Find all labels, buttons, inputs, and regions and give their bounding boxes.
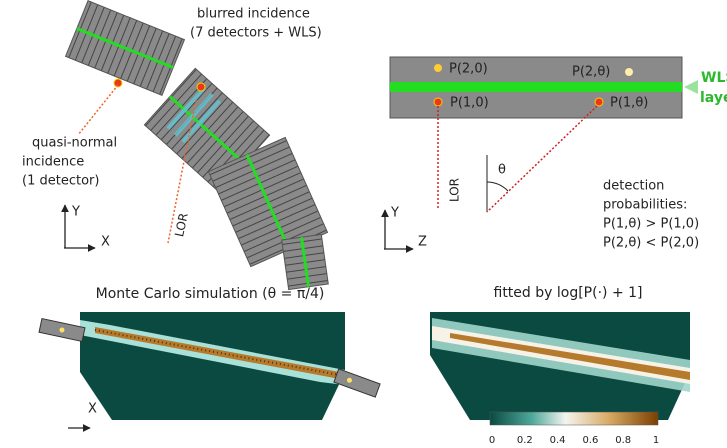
quasi-normal-label: incidence — [22, 155, 84, 170]
small-detector — [39, 319, 85, 342]
colorbar-tick-label: 1 — [653, 435, 659, 446]
wls-layer — [390, 82, 682, 92]
probability-label: P(1,θ) — [610, 96, 648, 111]
axis-label: X — [88, 402, 97, 417]
detection-text: P(1,θ) > P(1,0) — [603, 217, 699, 232]
pointer-line — [78, 85, 118, 135]
panel-title: fitted by log[P(·) + 1] — [494, 285, 643, 301]
lor-label: LOR — [448, 178, 462, 202]
lor-line — [487, 106, 597, 212]
colorbar-tick-label: 0.4 — [550, 435, 566, 446]
colorbar-tick-label: 0.8 — [615, 435, 631, 446]
colorbar-tick-label: 0.6 — [582, 435, 598, 446]
theta-arc — [487, 182, 508, 191]
colorbar-ticks: 0 0.2 0.4 0.6 0.8 1 — [489, 435, 659, 446]
colorbar-tick-label: 0.2 — [517, 435, 533, 446]
figure: blurred incidence (7 detectors + WLS) qu… — [0, 0, 727, 448]
wls-label: WLS — [701, 70, 727, 86]
blurred-label: blurred incidence — [197, 7, 310, 22]
axis-label: X — [101, 235, 110, 250]
probability-label: P(2,θ) — [572, 65, 610, 80]
colorbar — [490, 412, 658, 425]
quasi-normal-label: (1 detector) — [22, 174, 99, 189]
quasi-normal-label: quasi-normal — [32, 136, 117, 151]
probability-label: P(1,0) — [450, 96, 489, 111]
probability-label: P(2,0) — [449, 62, 488, 77]
axis-label: Z — [418, 235, 427, 250]
panel-title: Monte Carlo simulation (θ = π/4) — [96, 286, 325, 302]
wls-pointer — [684, 80, 698, 94]
colorbar-tick-label: 0 — [489, 435, 495, 446]
detection-text: P(2,θ) < P(2,0) — [603, 236, 699, 251]
axis-label: Y — [71, 205, 80, 220]
wls-label: layer — [700, 90, 727, 106]
theta-label: θ — [498, 163, 506, 178]
blurred-label: (7 detectors + WLS) — [190, 26, 322, 41]
lor-label: LOR — [172, 212, 191, 238]
detection-text: detection — [603, 179, 664, 194]
detection-text: probabilities: — [603, 198, 687, 213]
axis-label: Y — [390, 206, 399, 221]
small-detector — [334, 369, 380, 397]
